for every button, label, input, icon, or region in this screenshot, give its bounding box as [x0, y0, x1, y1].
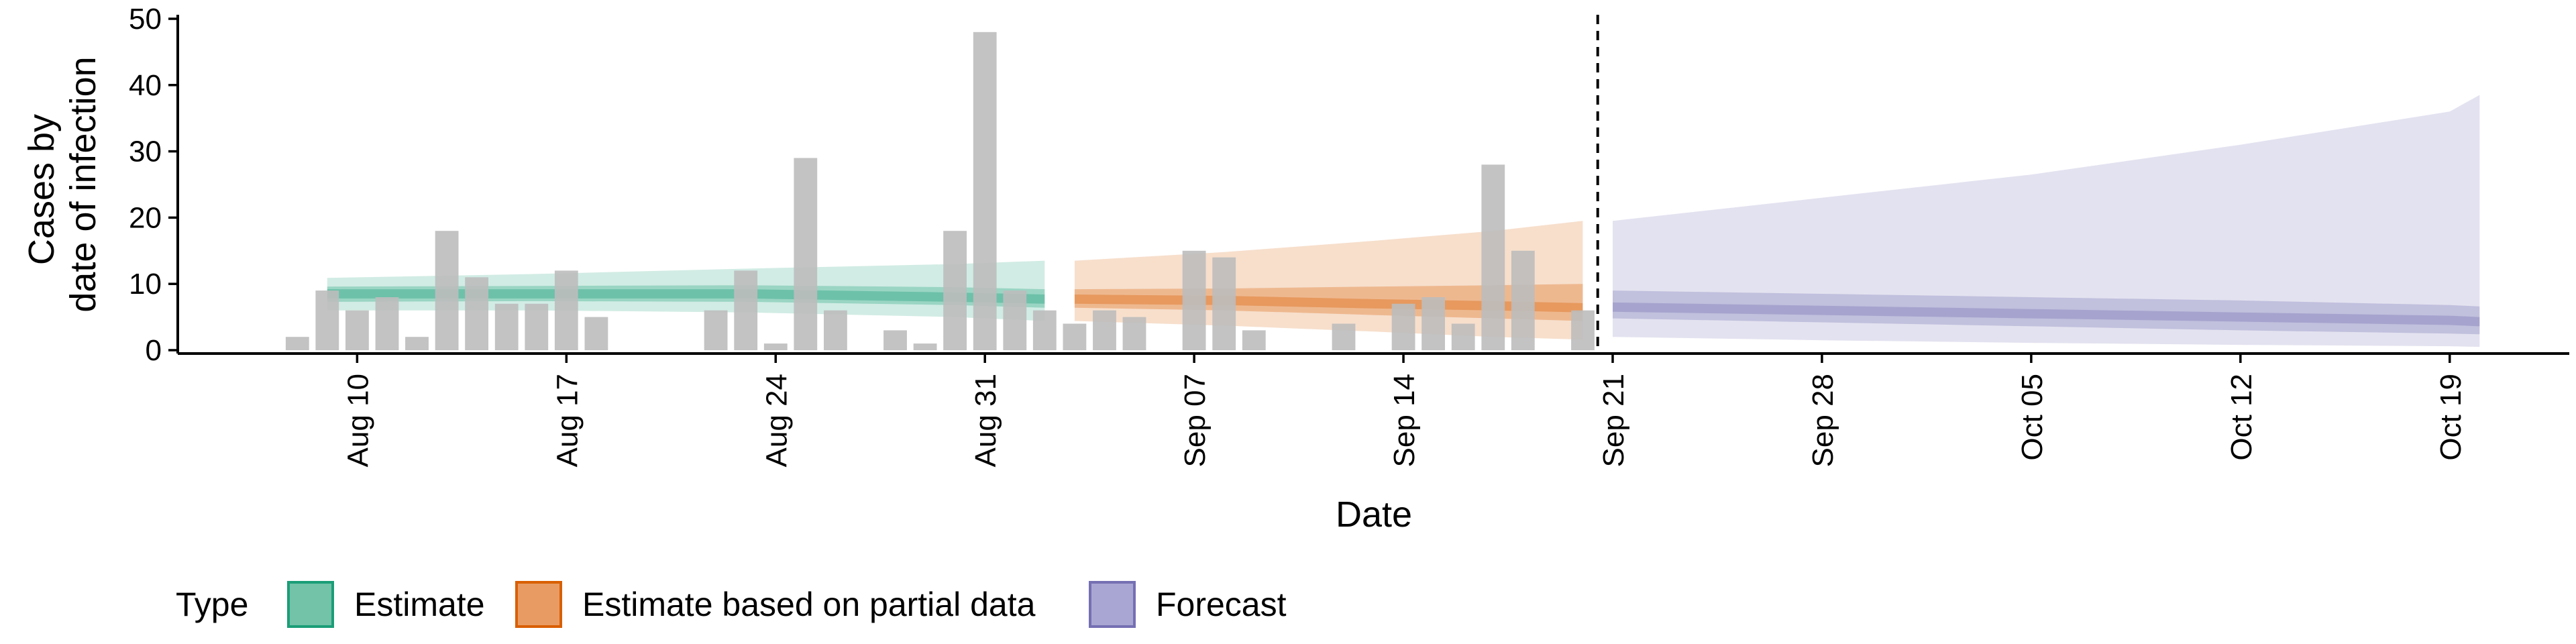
- case-bar: [824, 310, 847, 350]
- legend-title: Type: [176, 586, 248, 623]
- y-tick-label: 10: [129, 268, 162, 301]
- x-tick-label: Sep 28: [1807, 374, 1839, 467]
- forecast-outer-band: [1613, 95, 2480, 347]
- y-tick-label: 30: [129, 136, 162, 168]
- case-bar: [1451, 323, 1475, 350]
- x-tick-label: Aug 31: [969, 374, 1002, 467]
- legend: Type Estimate Estimate based on partial d…: [176, 581, 1287, 628]
- case-bar: [525, 303, 549, 350]
- x-tick-label: Sep 07: [1179, 374, 1212, 467]
- case-bar: [315, 290, 339, 350]
- case-bar: [584, 317, 608, 350]
- case-bar: [943, 231, 967, 350]
- x-tick-label: Sep 21: [1597, 374, 1630, 467]
- y-axis-title: Cases by date of infection: [21, 56, 103, 312]
- case-bar: [285, 337, 309, 350]
- legend-label: Estimate based on partial data: [582, 586, 1036, 623]
- case-bar: [763, 343, 788, 350]
- forecast-median-band: [1613, 302, 2480, 327]
- y-tick-label: 20: [129, 201, 162, 234]
- case-bar: [1421, 297, 1445, 350]
- estimate-based-on-partial-data-outer-band: [1074, 221, 1583, 340]
- y-tick-label: 0: [146, 334, 162, 367]
- x-axis-title: Date: [1336, 494, 1412, 535]
- case-bar: [405, 337, 429, 350]
- legend-label: Forecast: [1156, 586, 1287, 623]
- case-bar: [1093, 310, 1116, 350]
- case-bar: [734, 270, 758, 350]
- legend-swatch-estimate-based-on-partial-data: [515, 581, 562, 628]
- forecast-inner-band: [1613, 290, 2480, 335]
- x-tick-label: Oct 05: [2016, 374, 2049, 461]
- legend-swatch-forecast: [1089, 581, 1136, 628]
- x-tick-label: Aug 17: [551, 374, 584, 467]
- x-tick-label: Oct 19: [2434, 374, 2467, 461]
- x-tick-label: Sep 14: [1388, 374, 1421, 467]
- case-bar: [1003, 290, 1027, 350]
- case-bar: [1212, 257, 1236, 350]
- case-bar: [973, 32, 997, 351]
- y-axis-title-line-2: date of infection: [63, 56, 103, 312]
- reported-cases-bars: [285, 32, 1595, 351]
- axes: 0 10 20 30 40 50 Aug 10 Aug 17 Aug 24 Aug 31 Sep 0…: [129, 3, 2569, 467]
- y-tick-label: 50: [129, 3, 162, 36]
- legend-label: Estimate: [354, 586, 485, 623]
- case-bar: [1063, 323, 1087, 350]
- estimate-median-band: [327, 289, 1045, 304]
- case-bar: [1242, 330, 1266, 350]
- x-tick-label: Oct 12: [2225, 374, 2258, 461]
- case-bar: [1571, 310, 1595, 350]
- y-axis-title-line-1: Cases by: [21, 114, 62, 265]
- case-bar: [1391, 303, 1415, 350]
- legend-swatch-estimate: [287, 581, 334, 628]
- case-bar: [1332, 323, 1356, 350]
- case-bar: [345, 310, 369, 350]
- case-bar: [704, 310, 728, 350]
- case-bar: [1122, 317, 1146, 350]
- case-bar: [1511, 250, 1535, 350]
- x-tick-label: Aug 24: [760, 374, 793, 467]
- y-tick-label: 40: [129, 69, 162, 102]
- case-bar: [465, 277, 488, 350]
- case-bar: [1481, 164, 1505, 350]
- case-bar: [1182, 250, 1206, 350]
- case-bar: [554, 270, 578, 350]
- case-bar: [494, 303, 519, 350]
- estimate-inner-band: [327, 285, 1045, 308]
- case-bar: [375, 297, 399, 350]
- case-bar: [913, 343, 937, 350]
- case-bar: [883, 330, 907, 350]
- case-bar: [435, 231, 459, 350]
- case-bar: [1032, 310, 1057, 350]
- x-tick-label: Aug 10: [341, 374, 374, 467]
- case-bar: [794, 158, 818, 350]
